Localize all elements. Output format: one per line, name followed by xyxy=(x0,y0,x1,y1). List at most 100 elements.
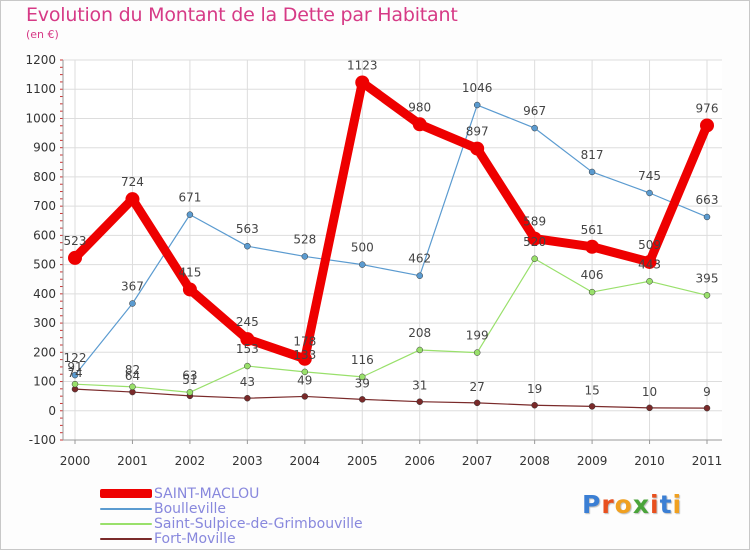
data-label: 724 xyxy=(121,175,144,189)
x-tick-label: 2003 xyxy=(232,454,263,468)
data-point-fort-moville xyxy=(473,399,481,407)
data-point-boulleville xyxy=(646,189,653,197)
y-tick-label: 400 xyxy=(33,287,56,301)
data-label: 245 xyxy=(236,315,259,329)
data-point-fort-moville xyxy=(703,404,711,412)
data-label: 395 xyxy=(696,271,719,285)
data-point-saint-sulpice-de-grimbouville xyxy=(416,346,423,354)
data-label: 133 xyxy=(293,348,316,362)
data-point-saint-sulpice-de-grimbouville xyxy=(703,292,711,299)
legend-label: Fort-Moville xyxy=(154,530,236,547)
x-tick-label: 2010 xyxy=(634,454,665,468)
data-label: 82 xyxy=(125,363,140,377)
data-point-fort-moville xyxy=(646,404,653,412)
data-label: 63 xyxy=(182,368,197,382)
legend-entry-saint-maclou: SAINT-MACLOU xyxy=(100,486,259,501)
data-label: 745 xyxy=(638,169,661,183)
series-line-saint-sulpice-de-grimbouville xyxy=(74,258,708,393)
y-tick-label: 200 xyxy=(33,345,56,359)
data-point-saint-maclou xyxy=(182,282,197,297)
data-label: 563 xyxy=(236,222,259,236)
logo-letter: o xyxy=(614,490,633,519)
x-tick-label: 2000 xyxy=(60,454,91,468)
series-lines xyxy=(68,75,714,412)
data-point-boulleville xyxy=(473,101,481,109)
logo-letter: i xyxy=(672,490,683,519)
data-label: 976 xyxy=(696,101,719,115)
proxiti-logo: Proxiti xyxy=(582,490,682,519)
data-point-saint-maclou xyxy=(240,332,255,347)
data-point-saint-sulpice-de-grimbouville xyxy=(531,255,538,263)
x-tick-label: 2009 xyxy=(577,454,608,468)
data-point-saint-sulpice-de-grimbouville xyxy=(646,278,653,285)
y-tick-label: 100 xyxy=(33,375,56,389)
data-label: 589 xyxy=(523,215,546,229)
y-tick-label: 1000 xyxy=(25,111,56,125)
data-point-saint-maclou xyxy=(355,75,370,90)
legend-entry-fort-moville: Fort-Moville xyxy=(100,531,236,546)
data-label: 528 xyxy=(293,232,316,246)
logo-letter: r xyxy=(601,490,615,519)
data-point-saint-maclou xyxy=(585,239,600,254)
data-point-saint-sulpice-de-grimbouville xyxy=(71,380,79,388)
data-label: 561 xyxy=(581,223,604,237)
data-point-boulleville xyxy=(531,124,538,132)
legend-label: SAINT-MACLOU xyxy=(154,485,260,502)
data-label: 153 xyxy=(236,342,259,356)
data-label: 415 xyxy=(178,265,201,279)
data-point-saint-sulpice-de-grimbouville xyxy=(129,383,136,391)
x-tick-label: 2004 xyxy=(290,454,321,468)
data-label: 967 xyxy=(523,104,546,118)
legend-label: Boulleville xyxy=(154,500,227,517)
legend-entry-boulleville: Boulleville xyxy=(100,501,226,516)
data-label: 520 xyxy=(523,235,546,249)
legend-swatch xyxy=(100,522,152,525)
legend-swatch xyxy=(100,507,152,510)
chart-title: Evolution du Montant de la Dette par Hab… xyxy=(26,4,458,26)
data-label: 49 xyxy=(297,373,312,387)
y-tick-label: 500 xyxy=(33,258,56,272)
data-label: 509 xyxy=(638,238,661,252)
data-label: 199 xyxy=(466,329,489,343)
legend-entry-saint-sulpice: Saint-Sulpice-de-Grimbouville xyxy=(100,516,363,531)
data-point-saint-maclou xyxy=(470,141,485,156)
series-line-fort-moville xyxy=(74,388,708,409)
x-tick-label: 2008 xyxy=(519,454,550,468)
data-point-saint-maclou xyxy=(68,250,82,265)
data-point-saint-sulpice-de-grimbouville xyxy=(473,349,481,356)
legend-label: Saint-Sulpice-de-Grimbouville xyxy=(154,515,363,532)
data-label: 443 xyxy=(638,257,661,271)
data-label: 64 xyxy=(125,369,140,383)
data-label: 15 xyxy=(584,383,599,397)
legend-swatch xyxy=(100,489,152,498)
data-label: 43 xyxy=(240,375,255,389)
y-tick-label: -100 xyxy=(29,433,56,447)
data-label: 523 xyxy=(64,234,87,248)
data-point-saint-sulpice-de-grimbouville xyxy=(244,362,251,370)
y-tick-label: 0 xyxy=(48,404,56,418)
data-label: 1123 xyxy=(347,59,378,73)
y-tick-label: 1200 xyxy=(25,53,56,67)
data-point-boulleville xyxy=(301,253,309,260)
logo-letter: t xyxy=(659,490,673,519)
x-tick-label: 2005 xyxy=(347,454,378,468)
data-point-boulleville xyxy=(71,371,79,379)
data-point-fort-moville xyxy=(416,398,423,405)
data-point-boulleville xyxy=(244,242,251,250)
series-line-boulleville xyxy=(74,104,708,376)
data-label: 39 xyxy=(355,376,370,390)
logo-letter: i xyxy=(650,490,660,519)
data-label: 51 xyxy=(182,373,197,387)
data-label: 897 xyxy=(466,125,489,139)
y-tick-label: 1100 xyxy=(25,82,56,96)
data-label: 9 xyxy=(703,385,711,399)
data-label: 208 xyxy=(408,326,431,340)
data-label: 980 xyxy=(408,100,431,114)
data-point-boulleville xyxy=(588,168,596,176)
data-label: 31 xyxy=(412,379,427,393)
data-point-fort-moville xyxy=(588,403,596,410)
data-label: 817 xyxy=(581,148,604,162)
data-point-saint-maclou xyxy=(412,117,427,132)
x-tick-label: 2011 xyxy=(692,454,723,468)
